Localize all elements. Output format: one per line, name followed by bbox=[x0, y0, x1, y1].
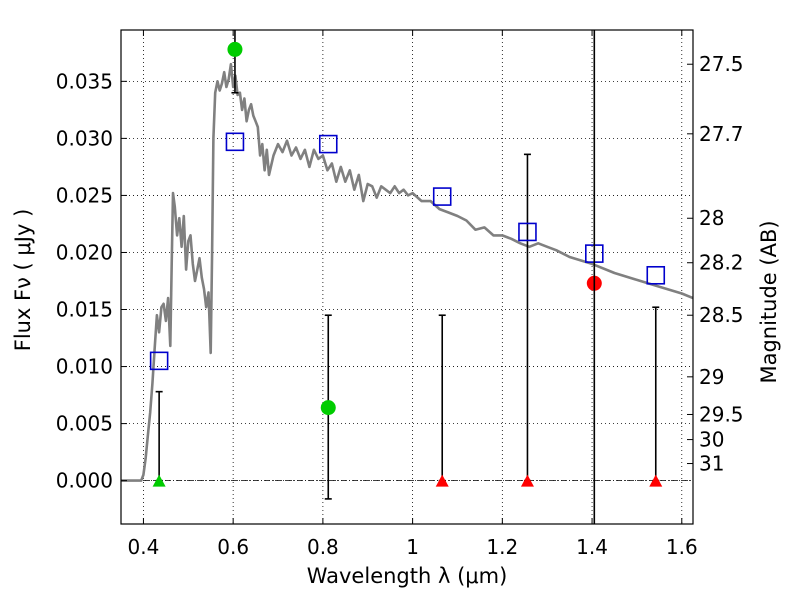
upper-limit-triangle bbox=[649, 474, 663, 487]
upper-limit-triangle bbox=[435, 474, 449, 487]
y-tick-label: 0.005 bbox=[56, 412, 113, 436]
x-tick-label: 1.4 bbox=[576, 535, 608, 559]
y-tick-label: 0.035 bbox=[56, 69, 113, 93]
y-axis-ticks: 0.000 0.005 0.010 0.015 0.020 0.025 0.030 0.035 bbox=[56, 69, 127, 493]
magnitude-tick-label: 27.5 bbox=[699, 52, 744, 76]
model-band-square bbox=[646, 265, 666, 285]
y-tick-label: 0.000 bbox=[56, 469, 113, 493]
grid-lines bbox=[121, 30, 693, 524]
y-tick-label: 0.025 bbox=[56, 183, 113, 207]
data-markers bbox=[149, 41, 666, 487]
plot-frame bbox=[120, 29, 694, 525]
magnitude-tick-label: 31 bbox=[699, 452, 724, 476]
x-tick-label: 0.6 bbox=[217, 535, 249, 559]
magnitude-tick-label: 29 bbox=[699, 365, 724, 389]
magnitude-tick-label: 28.2 bbox=[699, 251, 744, 275]
error-bars bbox=[155, 30, 660, 500]
model-band-square bbox=[518, 222, 537, 242]
y-tick-label: 0.020 bbox=[56, 240, 113, 264]
magnitude-tick-label: 28.5 bbox=[699, 303, 744, 327]
model-band-square bbox=[318, 134, 338, 154]
magnitude-tick-label: 30 bbox=[699, 428, 724, 452]
magnitude-tick-label: 28 bbox=[699, 206, 724, 230]
detection-point bbox=[320, 400, 336, 416]
x-tick-label: 1 bbox=[406, 535, 419, 559]
y-tick-label: 0.015 bbox=[56, 298, 113, 322]
x-tick-label: 1.2 bbox=[486, 535, 518, 559]
upper-limit-triangle bbox=[152, 474, 166, 487]
x-tick-label: 0.8 bbox=[307, 535, 339, 559]
y-axis-title: Flux Fν ( μJy ) bbox=[11, 209, 35, 352]
detection-point bbox=[227, 41, 243, 57]
x-tick-label: 0.4 bbox=[128, 535, 160, 559]
x-tick-label: 1.6 bbox=[666, 535, 698, 559]
magnitude-tick-label: 29.5 bbox=[699, 402, 744, 426]
model-spectrum bbox=[121, 62, 694, 482]
model-band-square bbox=[432, 187, 452, 206]
model-band-square bbox=[225, 132, 245, 152]
model-band-square bbox=[149, 351, 169, 371]
y-tick-label: 0.010 bbox=[56, 355, 113, 379]
magnitude-axis-title: Magnitude (AB) bbox=[757, 220, 781, 383]
upper-limit-triangle bbox=[520, 474, 534, 487]
x-axis-ticks: 0.4 0.6 0.8 1 1.2 1.4 1.6 bbox=[128, 30, 698, 559]
magnitude-tick-label: 27.7 bbox=[699, 122, 744, 146]
y-tick-label: 0.030 bbox=[56, 126, 113, 150]
x-axis-title: Wavelength λ (μm) bbox=[307, 564, 508, 588]
spectrum-line bbox=[121, 62, 694, 482]
